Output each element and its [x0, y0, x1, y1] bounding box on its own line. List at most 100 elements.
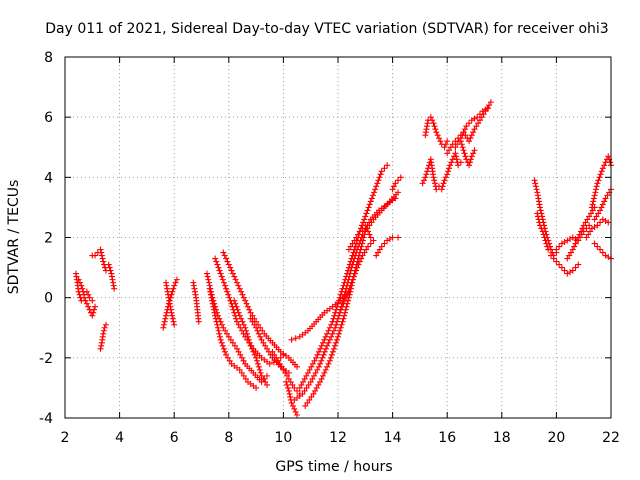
data-point	[214, 324, 221, 331]
data-point	[228, 267, 235, 274]
series-arc-24	[389, 174, 404, 193]
x-axis-title: GPS time / hours	[275, 459, 392, 475]
data-point	[82, 297, 89, 304]
data-point	[271, 351, 278, 358]
data-point	[344, 291, 351, 298]
data-point	[317, 345, 324, 352]
data-point	[453, 156, 460, 163]
data-point	[341, 312, 348, 319]
data-point	[358, 243, 365, 250]
data-point	[224, 288, 231, 295]
data-point	[170, 318, 177, 325]
data-point	[220, 249, 227, 256]
data-point	[294, 411, 301, 418]
data-point	[223, 285, 230, 292]
data-point	[372, 186, 379, 193]
data-point	[607, 159, 614, 166]
series-arc-13	[231, 297, 271, 388]
data-point	[240, 321, 247, 328]
data-point	[332, 339, 339, 346]
data-point	[539, 228, 546, 235]
data-point	[466, 120, 473, 127]
data-point	[576, 231, 583, 238]
x-tick-label: 18	[493, 430, 511, 446]
data-point	[386, 236, 393, 243]
data-point	[597, 207, 604, 214]
data-point	[602, 217, 609, 224]
data-point	[463, 123, 470, 130]
data-point	[240, 357, 247, 364]
data-point	[238, 369, 245, 376]
series-arc-2	[75, 276, 96, 304]
data-point	[538, 225, 545, 232]
data-point	[342, 276, 349, 283]
data-point	[218, 273, 225, 280]
data-point	[589, 201, 596, 208]
data-point	[214, 321, 221, 328]
data-point	[99, 255, 106, 262]
data-point	[343, 294, 350, 301]
data-point	[470, 150, 477, 157]
data-point	[540, 231, 547, 238]
data-point	[169, 312, 176, 319]
y-tick-label: 4	[44, 170, 53, 186]
data-point	[163, 312, 170, 319]
data-point	[345, 246, 352, 253]
data-point	[318, 357, 325, 364]
data-point	[264, 372, 271, 379]
data-point	[371, 189, 378, 196]
data-point	[264, 345, 271, 352]
data-point	[169, 315, 176, 322]
data-point	[420, 177, 427, 184]
data-point	[330, 345, 337, 352]
data-point	[221, 348, 228, 355]
data-point	[370, 237, 377, 244]
data-point	[172, 279, 179, 286]
data-point	[419, 180, 426, 187]
data-point	[213, 258, 220, 265]
data-point	[207, 291, 214, 298]
data-point	[285, 375, 292, 382]
data-point	[91, 306, 98, 313]
data-point	[373, 252, 380, 259]
data-point	[580, 222, 587, 229]
data-point	[325, 327, 332, 334]
data-point	[363, 210, 370, 217]
data-point	[307, 378, 314, 385]
data-point	[541, 234, 548, 241]
data-point	[341, 297, 348, 304]
series-arc-1	[72, 270, 99, 319]
data-point	[471, 115, 478, 122]
series-arc-16	[283, 378, 301, 418]
data-point	[367, 240, 374, 247]
series-arc-4	[97, 321, 109, 352]
data-point	[436, 135, 443, 142]
x-tick-label: 8	[224, 430, 233, 446]
data-point	[260, 375, 267, 382]
data-point	[473, 123, 480, 130]
data-point	[224, 258, 231, 265]
data-point	[262, 378, 269, 385]
data-point	[78, 282, 85, 289]
data-point	[102, 321, 109, 328]
data-point	[467, 135, 474, 142]
data-point	[240, 372, 247, 379]
y-tick-label: 0	[44, 291, 53, 307]
data-point	[440, 180, 447, 187]
data-point	[92, 252, 99, 259]
data-point	[346, 261, 353, 268]
data-point	[245, 336, 252, 343]
data-point	[278, 363, 285, 370]
data-point	[326, 324, 333, 331]
data-point	[255, 330, 262, 337]
data-point	[213, 318, 220, 325]
data-point	[564, 270, 571, 277]
data-point	[242, 324, 249, 331]
data-point	[362, 213, 369, 220]
data-point	[238, 288, 245, 295]
data-point	[367, 198, 374, 205]
data-point	[300, 378, 307, 385]
data-point	[550, 255, 557, 262]
data-point	[587, 210, 594, 217]
data-point	[357, 246, 364, 253]
